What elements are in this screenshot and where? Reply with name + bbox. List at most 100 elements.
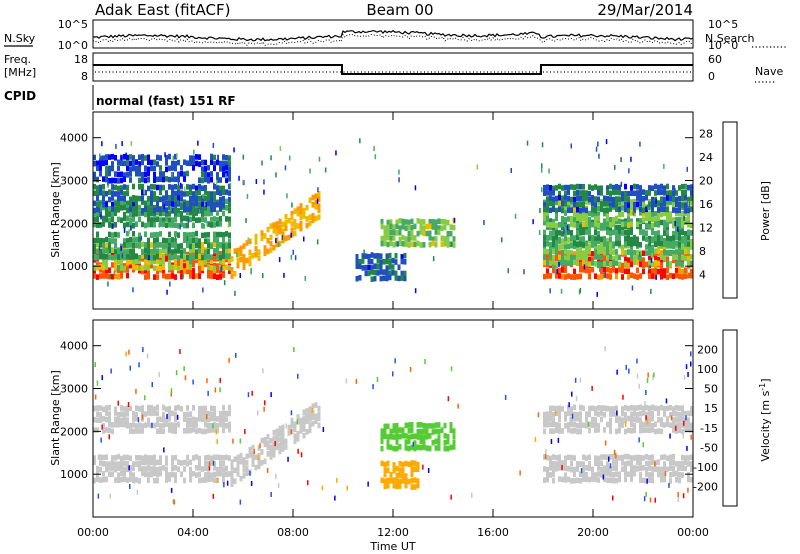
power-cell (192, 210, 195, 217)
velocity-speckle (170, 487, 173, 493)
velocity-cell (114, 455, 117, 461)
velocity-cell (311, 414, 315, 421)
velocity-cell (272, 442, 276, 448)
velocity-cell (413, 484, 417, 490)
velocity-cell (141, 428, 144, 434)
power-cell (642, 200, 645, 206)
velocity-cell (675, 417, 678, 423)
power-cell (624, 238, 627, 245)
velocity-cell (630, 421, 633, 428)
power-cell (543, 190, 546, 196)
power-cell (675, 260, 678, 267)
power-cell (651, 261, 654, 267)
power-cell (440, 218, 444, 225)
power-cell (171, 217, 174, 223)
power-cell (233, 270, 237, 277)
velocity-cell (198, 471, 201, 478)
power-cell (228, 201, 231, 208)
velocity-cell (603, 427, 606, 433)
velocity-cell (138, 465, 141, 472)
velocity-cell (198, 455, 201, 462)
velocity-speckle (307, 480, 309, 486)
power-cell (177, 211, 180, 217)
power-cell (180, 202, 183, 208)
velocity-cell (645, 404, 648, 411)
power-cell (672, 222, 675, 229)
power-cell (96, 176, 99, 183)
power-cell (108, 237, 111, 244)
power-speckle (228, 155, 230, 161)
power-cell (135, 205, 138, 212)
velocity-cell (684, 422, 687, 429)
velocity-cell (428, 423, 432, 429)
velocity-speckle (677, 497, 680, 502)
velocity-speckle (249, 470, 251, 476)
velocity-cell (210, 427, 213, 433)
power-cell (195, 249, 198, 255)
velocity-cell (443, 439, 447, 446)
power-cell (186, 242, 189, 249)
power-cell (597, 249, 600, 255)
power-cell (597, 218, 600, 225)
velocity-cell (245, 470, 249, 477)
power-cell (567, 207, 570, 213)
power-cell (591, 257, 594, 263)
velocity-cell (570, 478, 573, 484)
power-cell (422, 219, 426, 225)
power-cell (162, 247, 165, 254)
power-cell (150, 249, 153, 255)
power-cell (126, 204, 129, 211)
colorbar-tick-label: 50 (704, 383, 718, 396)
power-cell (609, 202, 612, 208)
power-cell (168, 165, 171, 172)
power-cell (171, 273, 174, 279)
velocity-cell (564, 477, 567, 483)
power-cell (159, 165, 162, 171)
velocity-cell (228, 421, 231, 428)
velocity-cell (132, 465, 135, 471)
power-cell (687, 255, 690, 262)
velocity-cell (546, 421, 549, 428)
power-cell (228, 216, 231, 223)
velocity-speckle (645, 390, 647, 395)
velocity-cell (404, 478, 408, 485)
power-speckle (111, 182, 113, 188)
velocity-cell (395, 472, 399, 479)
velocity-speckle (544, 454, 547, 459)
velocity-cell (582, 471, 585, 478)
power-cell (114, 266, 117, 273)
power-speckle (163, 204, 166, 210)
power-cell (230, 267, 234, 273)
velocity-speckle (471, 492, 473, 498)
velocity-cell (431, 429, 435, 435)
power-cell (681, 268, 684, 275)
power-cell (114, 242, 117, 248)
velocity-cell (639, 411, 642, 417)
velocity-speckle (179, 349, 181, 354)
power-cell (216, 201, 219, 208)
velocity-cell (123, 406, 126, 412)
velocity-cell (230, 470, 234, 477)
power-cell (660, 268, 663, 274)
velocity-speckle (519, 470, 521, 476)
power-cell (177, 159, 180, 166)
power-cell (549, 254, 552, 260)
power-cell (558, 254, 561, 261)
velocity-cell (210, 423, 213, 429)
velocity-cell (383, 461, 387, 468)
power-cell (147, 265, 150, 271)
power-speckle (101, 141, 103, 147)
power-cell (153, 248, 156, 255)
power-cell (117, 171, 120, 178)
power-cell (543, 235, 546, 241)
power-cell (564, 235, 567, 241)
power-cell (138, 210, 141, 217)
velocity-cell (651, 459, 654, 466)
velocity-cell (120, 411, 123, 417)
velocity-cell (663, 411, 666, 417)
velocity-speckle (141, 414, 144, 420)
velocity-cell (449, 444, 453, 451)
power-cell (213, 231, 216, 238)
power-cell (549, 207, 552, 214)
power-cell (576, 229, 579, 236)
